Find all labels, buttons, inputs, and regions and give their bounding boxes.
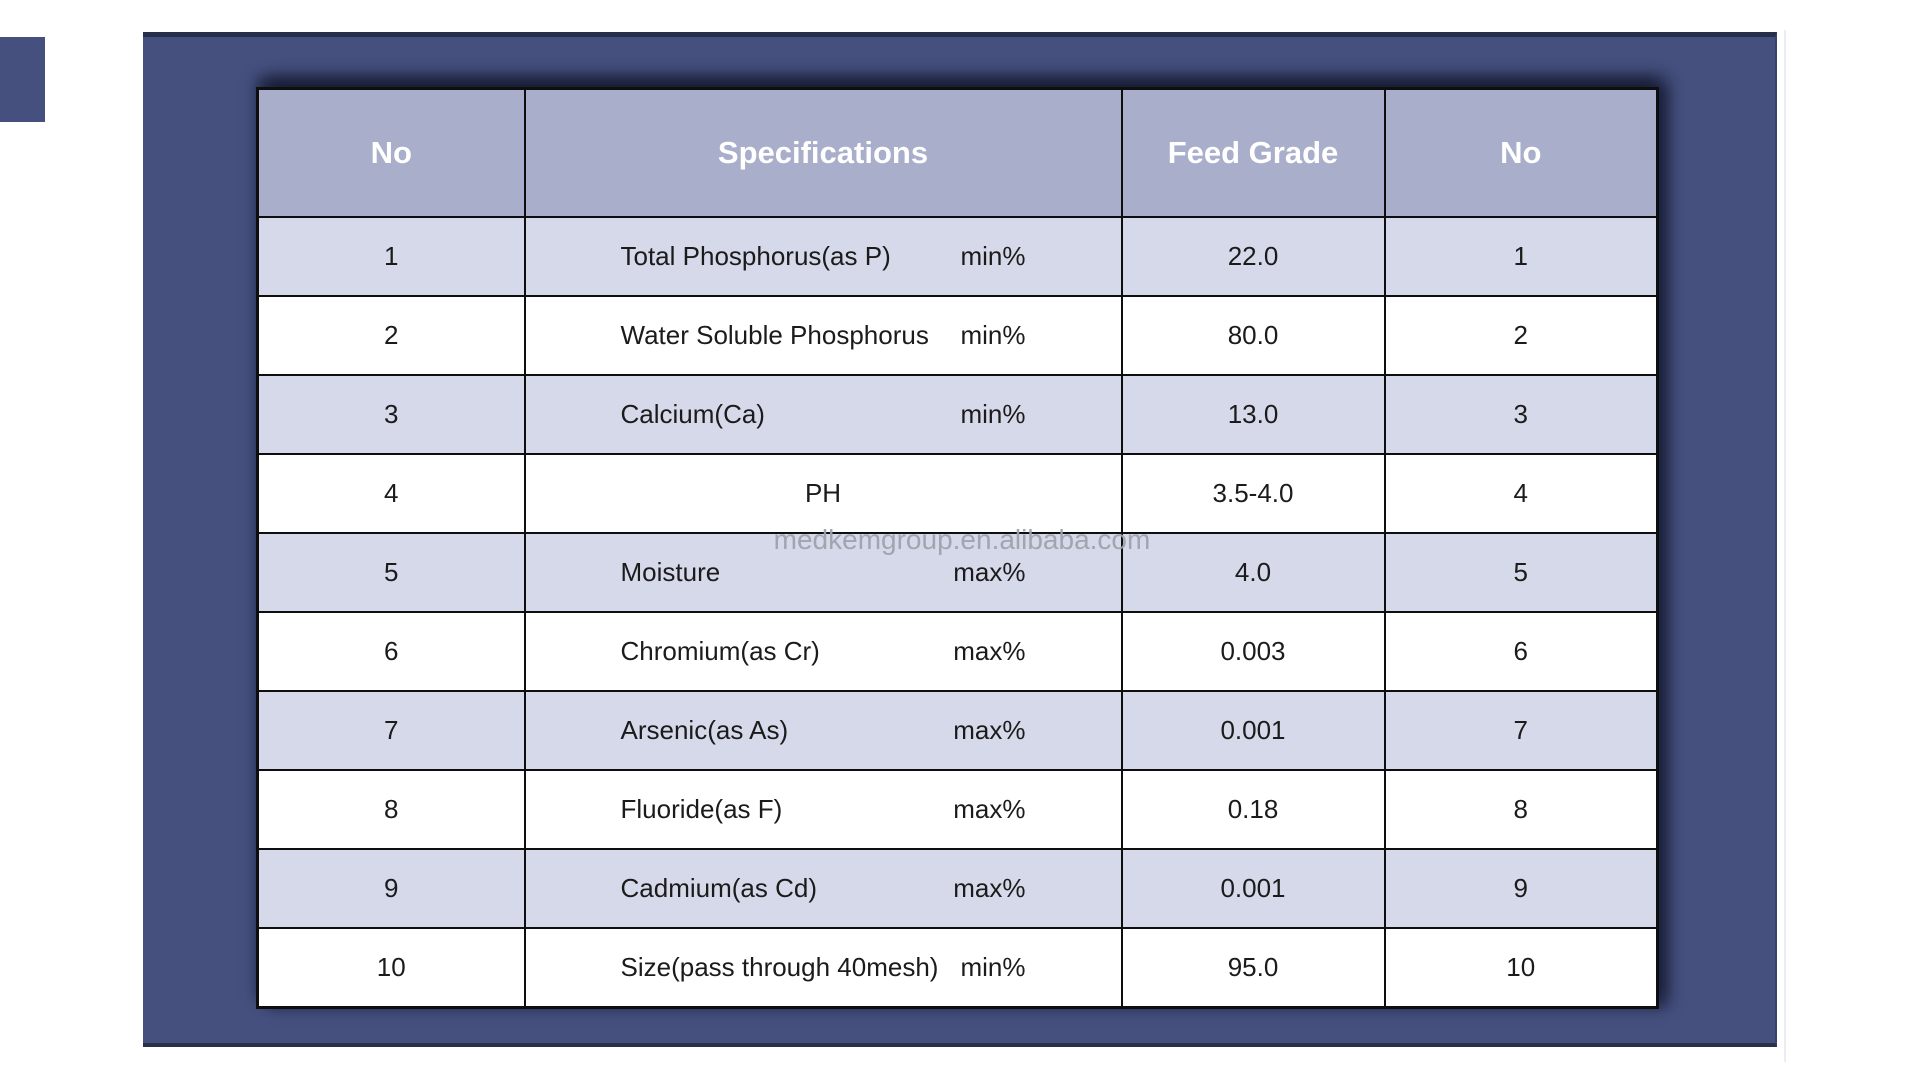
spec-name: Cadmium(as Cd) [620, 873, 818, 903]
no-right-cell: 1 [1383, 216, 1659, 297]
table-header-row: No Specifications Feed Grade No [256, 87, 1659, 218]
spec-qualifier: max% [953, 873, 1026, 903]
no-right-cell: 8 [1383, 769, 1659, 850]
spec-cell: Arsenic(as As) max% [523, 690, 1123, 771]
no-right-cell: 3 [1383, 374, 1659, 455]
feed-grade-cell: 22.0 [1120, 216, 1386, 297]
specifications-table: No Specifications Feed Grade No 1 Total … [256, 87, 1659, 1009]
no-left-cell: 5 [256, 532, 526, 613]
spec-name: Calcium(Ca) [620, 399, 765, 429]
no-right-cell: 10 [1383, 927, 1659, 1009]
header-no-left: No [256, 87, 526, 218]
spec-cell: Cadmium(as Cd) max% [523, 848, 1123, 929]
spec-qualifier: max% [953, 794, 1026, 824]
table-row: 5 Moisture max% 4.0 5 [256, 532, 1659, 613]
feed-grade-cell: 4.0 [1120, 532, 1386, 613]
spec-name: Chromium(as Cr) [620, 636, 820, 666]
spec-name: Size(pass through 40mesh) [620, 952, 939, 982]
spec-name: Fluoride(as F) [620, 794, 783, 824]
spec-cell: Water Soluble Phosphorus min% [523, 295, 1123, 376]
table-row: 9 Cadmium(as Cd) max% 0.001 9 [256, 848, 1659, 929]
header-no-right: No [1383, 87, 1659, 218]
no-left-cell: 6 [256, 611, 526, 692]
no-right-cell: 7 [1383, 690, 1659, 771]
no-left-cell: 9 [256, 848, 526, 929]
page-edge-line [1784, 30, 1786, 1062]
table-row: 7 Arsenic(as As) max% 0.001 7 [256, 690, 1659, 771]
spec-cell: PH [523, 453, 1123, 534]
feed-grade-cell: 80.0 [1120, 295, 1386, 376]
header-feed-grade: Feed Grade [1120, 87, 1386, 218]
spec-cell: Calcium(Ca) min% [523, 374, 1123, 455]
feed-grade-cell: 0.18 [1120, 769, 1386, 850]
spec-cell: Chromium(as Cr) max% [523, 611, 1123, 692]
spec-qualifier: max% [953, 636, 1026, 666]
no-left-cell: 7 [256, 690, 526, 771]
spec-qualifier: min% [960, 320, 1026, 350]
no-left-cell: 3 [256, 374, 526, 455]
table-row: 8 Fluoride(as F) max% 0.18 8 [256, 769, 1659, 850]
spec-name: Water Soluble Phosphorus [620, 320, 929, 350]
spec-name: Total Phosphorus(as P) [620, 241, 891, 271]
header-specifications: Specifications [523, 87, 1123, 218]
spec-qualifier: max% [953, 557, 1026, 587]
feed-grade-cell: 0.001 [1120, 690, 1386, 771]
no-right-cell: 4 [1383, 453, 1659, 534]
spec-name: Moisture [620, 557, 721, 587]
table-row: 10 Size(pass through 40mesh) min% 95.0 1… [256, 927, 1659, 1009]
spec-qualifier: min% [960, 241, 1026, 271]
no-left-cell: 1 [256, 216, 526, 297]
no-right-cell: 6 [1383, 611, 1659, 692]
feed-grade-cell: 3.5-4.0 [1120, 453, 1386, 534]
spec-name: Arsenic(as As) [620, 715, 789, 745]
table-row: 4 PH 3.5-4.0 4 [256, 453, 1659, 534]
spec-qualifier: min% [960, 952, 1026, 982]
no-right-cell: 2 [1383, 295, 1659, 376]
accent-square [0, 37, 45, 122]
table-row: 2 Water Soluble Phosphorus min% 80.0 2 [256, 295, 1659, 376]
spec-name: PH [804, 478, 842, 508]
no-left-cell: 10 [256, 927, 526, 1009]
spec-cell: Moisture max% [523, 532, 1123, 613]
no-left-cell: 2 [256, 295, 526, 376]
feed-grade-cell: 95.0 [1120, 927, 1386, 1009]
no-left-cell: 4 [256, 453, 526, 534]
spec-qualifier: min% [960, 399, 1026, 429]
no-right-cell: 5 [1383, 532, 1659, 613]
feed-grade-cell: 13.0 [1120, 374, 1386, 455]
table-row: 3 Calcium(Ca) min% 13.0 3 [256, 374, 1659, 455]
spec-cell: Size(pass through 40mesh) min% [523, 927, 1123, 1009]
spec-cell: Fluoride(as F) max% [523, 769, 1123, 850]
spec-cell: Total Phosphorus(as P) min% [523, 216, 1123, 297]
table-row: 1 Total Phosphorus(as P) min% 22.0 1 [256, 216, 1659, 297]
table-row: 6 Chromium(as Cr) max% 0.003 6 [256, 611, 1659, 692]
spec-qualifier: max% [953, 715, 1026, 745]
no-right-cell: 9 [1383, 848, 1659, 929]
feed-grade-cell: 0.001 [1120, 848, 1386, 929]
no-left-cell: 8 [256, 769, 526, 850]
feed-grade-cell: 0.003 [1120, 611, 1386, 692]
